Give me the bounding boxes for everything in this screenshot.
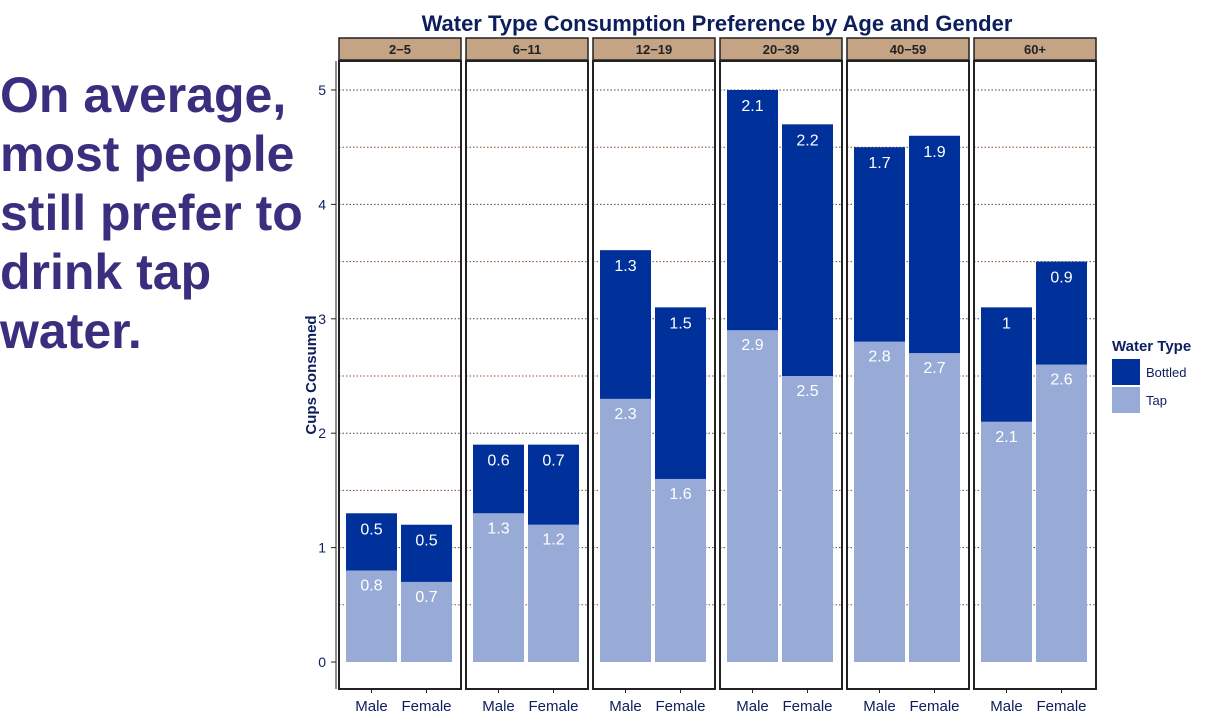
- facet-panel: 60+ 2.1 1 Male 2.6 0.9 Female: [973, 37, 1097, 715]
- bar-tap: [473, 513, 524, 662]
- data-label-bottled: 1.7: [868, 155, 890, 172]
- facet-strip-label: 6−11: [513, 42, 542, 57]
- bar-tap: [401, 581, 452, 662]
- x-tick-label: Male: [990, 698, 1023, 715]
- bar-bottled: [473, 444, 524, 514]
- data-label-tap: 2.5: [796, 383, 818, 400]
- facet-panel-border: [338, 60, 462, 690]
- data-label-tap: 2.7: [923, 360, 945, 377]
- facet-panel: 6−11 1.3 0.6 Male 1.2 0.7 Female: [465, 37, 589, 715]
- data-label-tap: 2.8: [868, 349, 890, 366]
- callout-line: water.: [0, 303, 142, 359]
- data-label-tap: 1.6: [669, 486, 691, 503]
- y-tick-label: 5: [318, 82, 326, 98]
- data-label-bottled: 2.1: [741, 98, 763, 115]
- bar-bottled: [346, 513, 397, 571]
- bar-bottled: [655, 307, 706, 479]
- bar-tap: [782, 376, 833, 662]
- x-tick-label: Female: [782, 698, 832, 715]
- bar-tap: [528, 524, 579, 662]
- y-tick-label: 2: [318, 425, 326, 441]
- y-tick-label: 4: [318, 196, 326, 212]
- legend-title: Water Type: [1112, 338, 1191, 355]
- bar-tap: [346, 570, 397, 662]
- bar-tap: [600, 398, 651, 662]
- x-tick-label: Female: [401, 698, 451, 715]
- data-label-bottled: 0.9: [1050, 270, 1072, 287]
- legend-swatch: [1112, 359, 1140, 385]
- bar-bottled: [401, 524, 452, 582]
- x-tick-label: Male: [736, 698, 769, 715]
- data-label-tap: 0.8: [360, 577, 382, 594]
- bar-bottled: [854, 147, 905, 342]
- bar-bottled: [782, 124, 833, 376]
- bar-bottled: [528, 444, 579, 525]
- y-tick-label: 3: [318, 311, 326, 327]
- data-label-tap: 2.3: [614, 406, 636, 423]
- facet-panel-border: [592, 60, 716, 690]
- facet-strip-label: 40−59: [890, 42, 927, 57]
- data-label-tap: 1.2: [542, 532, 564, 549]
- facet-strip-label: 12−19: [636, 42, 673, 57]
- bar-bottled: [909, 135, 960, 354]
- x-tick-label: Male: [609, 698, 642, 715]
- x-tick-label: Female: [528, 698, 578, 715]
- legend-label: Tap: [1146, 393, 1167, 408]
- data-label-bottled: 0.5: [360, 521, 382, 538]
- data-label-bottled: 1.9: [923, 144, 945, 161]
- x-tick-label: Female: [1036, 698, 1086, 715]
- data-label-tap: 2.9: [741, 337, 763, 354]
- data-label-bottled: 1.5: [669, 315, 691, 332]
- y-tick-label: 0: [318, 654, 326, 670]
- facet-panel: 40−59 2.8 1.7 Male 2.7 1.9 Female: [846, 37, 970, 715]
- legend-swatch: [1112, 387, 1140, 413]
- callout-line: On average,: [0, 67, 287, 123]
- callout-line: most people: [0, 126, 295, 182]
- x-tick-label: Male: [482, 698, 515, 715]
- facet-strip-label: 2−5: [389, 42, 411, 57]
- callout-text: On average, most people still prefer to …: [0, 66, 330, 361]
- callout-line: still prefer to: [0, 185, 303, 241]
- data-label-tap: 1.3: [487, 520, 509, 537]
- x-tick-label: Male: [355, 698, 388, 715]
- data-label-tap: 0.7: [415, 589, 437, 606]
- facet-panel-border: [973, 60, 1097, 690]
- data-label-bottled: 0.6: [487, 453, 509, 470]
- bar-tap: [854, 341, 905, 662]
- data-label-bottled: 1: [1002, 315, 1011, 332]
- data-label-bottled: 1.3: [614, 258, 636, 275]
- data-label-bottled: 0.7: [542, 453, 564, 470]
- facet-panel: 2−5 0.8 0.5 Male 0.7 0.5 Female: [338, 37, 462, 715]
- chart-title: Water Type Consumption Preference by Age…: [422, 11, 1013, 36]
- facet-panel: 20−39 2.9 2.1 Male 2.5 2.2 Female: [719, 37, 843, 715]
- y-axis-label: Cups Consumed: [303, 315, 320, 434]
- bar-bottled: [981, 307, 1032, 422]
- x-tick-label: Female: [655, 698, 705, 715]
- bar-bottled: [727, 90, 778, 331]
- data-label-tap: 2.6: [1050, 372, 1072, 389]
- bar-tap: [727, 330, 778, 662]
- x-tick-label: Male: [863, 698, 896, 715]
- facet-panel-border: [465, 60, 589, 690]
- legend: Water Type Bottled Tap: [1112, 338, 1191, 413]
- data-label-tap: 2.1: [995, 429, 1017, 446]
- callout-line: drink tap: [0, 244, 212, 300]
- facet-strip-label: 20−39: [763, 42, 800, 57]
- bar-tap: [909, 353, 960, 662]
- bar-tap: [655, 478, 706, 662]
- bar-bottled: [1036, 261, 1087, 365]
- data-label-bottled: 0.5: [415, 533, 437, 550]
- facet-panel-border: [719, 60, 843, 690]
- bar-tap: [981, 421, 1032, 662]
- x-tick-label: Female: [909, 698, 959, 715]
- data-label-bottled: 2.2: [796, 132, 818, 149]
- facet-strip-label: 60+: [1024, 42, 1046, 57]
- bar-tap: [1036, 364, 1087, 662]
- facet-panel-border: [846, 60, 970, 690]
- y-tick-label: 1: [318, 540, 326, 556]
- facet-panel: 12−19 2.3 1.3 Male 1.6 1.5 Female: [592, 37, 716, 715]
- bar-bottled: [600, 250, 651, 399]
- legend-label: Bottled: [1146, 365, 1186, 380]
